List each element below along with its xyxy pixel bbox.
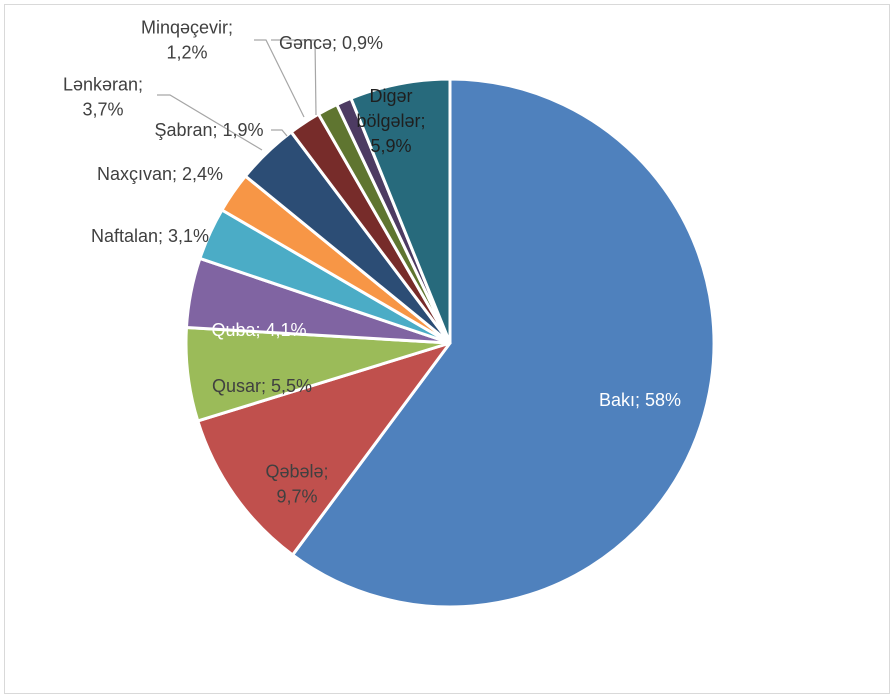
- data-label-g-nc: Gəncə; 0,9%: [279, 33, 383, 53]
- slice-q-b-l: [196, 341, 452, 557]
- data-label-minq-cevir: Minqəçevir; 1,2%: [141, 18, 233, 63]
- leader-lines: [157, 39, 317, 151]
- data-label-bak: Bakı; 58%: [599, 390, 681, 410]
- leader-line-minq-cevir: [254, 39, 305, 118]
- pie-slices: [184, 77, 716, 609]
- data-label-dig-r-bolg-l-r: Digər bölgələr; 5,9%: [356, 86, 425, 156]
- data-label-q-b-l: Qəbələ; 9,7%: [265, 462, 328, 507]
- data-label-l-nk-ran: Lənkəran; 3,7%: [63, 75, 143, 120]
- data-label-qusar: Qusar; 5,5%: [212, 376, 312, 396]
- data-label-sabran: Şabran; 1,9%: [154, 120, 263, 140]
- slice-dig-r-bolg-l-r: [349, 77, 452, 345]
- leader-line-l-nk-ran: [157, 94, 263, 151]
- slice-bak: [291, 77, 716, 609]
- data-label-naxc-van: Naxçıvan; 2,4%: [97, 164, 223, 184]
- leader-line-g-nc: [271, 39, 317, 116]
- data-labels: Bakı; 58% Qəbələ; 9,7% Qusar; 5,5% Quba; 4,1…: [63, 18, 681, 507]
- leader-line-sabran: [271, 129, 288, 137]
- pie-chart: Bakı; 58% Qəbələ; 9,7% Qusar; 5,5% Quba; 4,1…: [63, 18, 716, 609]
- data-label-naftalan: Naftalan; 3,1%: [91, 226, 209, 246]
- data-label-quba: Quba; 4,1%: [211, 320, 306, 340]
